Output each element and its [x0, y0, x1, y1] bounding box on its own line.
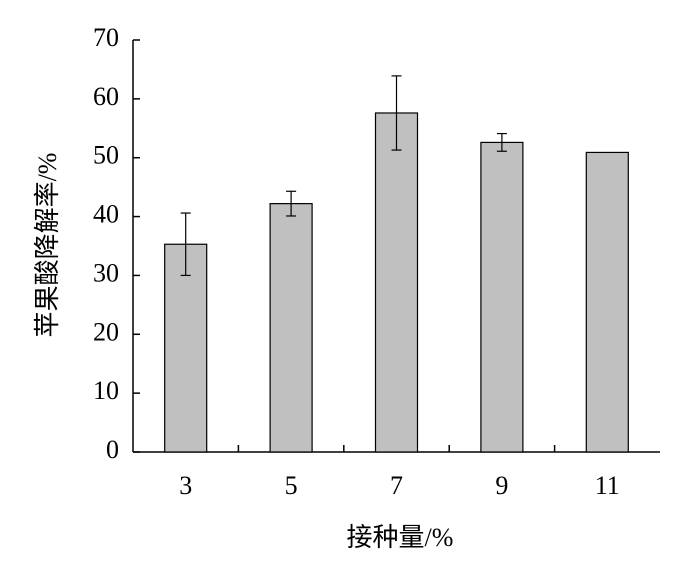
- x-tick-label: 5: [285, 471, 298, 500]
- y-axis-label: 苹果酸降解率/%: [33, 153, 62, 338]
- y-tick-label: 60: [93, 82, 119, 111]
- error-bar: [391, 75, 402, 151]
- bar: [164, 243, 208, 453]
- y-tick-label: 40: [93, 200, 119, 229]
- error-bar: [180, 212, 191, 277]
- bar: [269, 203, 313, 453]
- bar: [374, 112, 419, 453]
- bar: [585, 151, 629, 453]
- error-bar: [496, 132, 507, 152]
- y-tick-label: 50: [93, 141, 119, 170]
- bar: [480, 141, 524, 453]
- y-tick-label: 10: [93, 376, 119, 405]
- x-tick-label: 9: [495, 471, 508, 500]
- x-tick-label: 7: [390, 471, 403, 500]
- error-bar: [286, 190, 297, 217]
- x-tick-label: 3: [179, 471, 192, 500]
- y-tick-label: 30: [93, 258, 119, 287]
- x-tick-label: 11: [595, 471, 620, 500]
- y-tick-label: 70: [93, 23, 119, 52]
- y-tick-label: 0: [106, 435, 119, 464]
- y-tick-label: 20: [93, 317, 119, 346]
- x-axis-label: 接种量/%: [347, 523, 454, 552]
